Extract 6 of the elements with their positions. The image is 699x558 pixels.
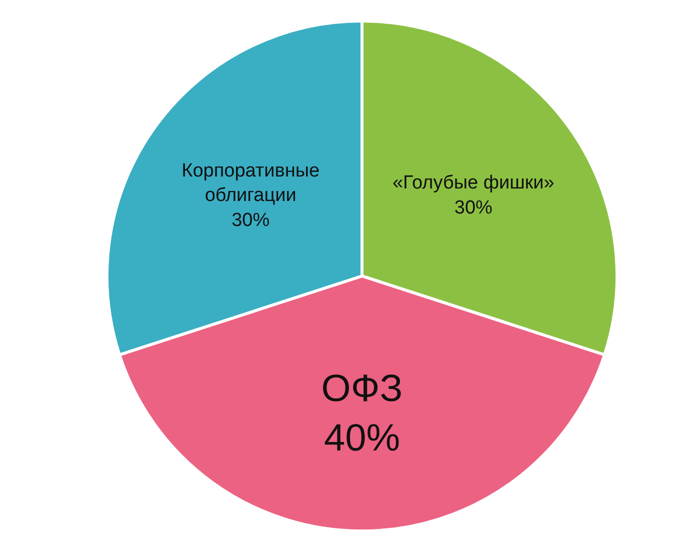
data-label: 40% — [324, 417, 400, 460]
data-label: 30% — [232, 209, 270, 230]
slice-label: ОФЗ — [321, 368, 403, 410]
slice-label: «Голубые фишки» — [392, 172, 554, 194]
slice-label: Корпоративные облигации — [182, 160, 320, 206]
data-label: 30% — [454, 196, 493, 218]
